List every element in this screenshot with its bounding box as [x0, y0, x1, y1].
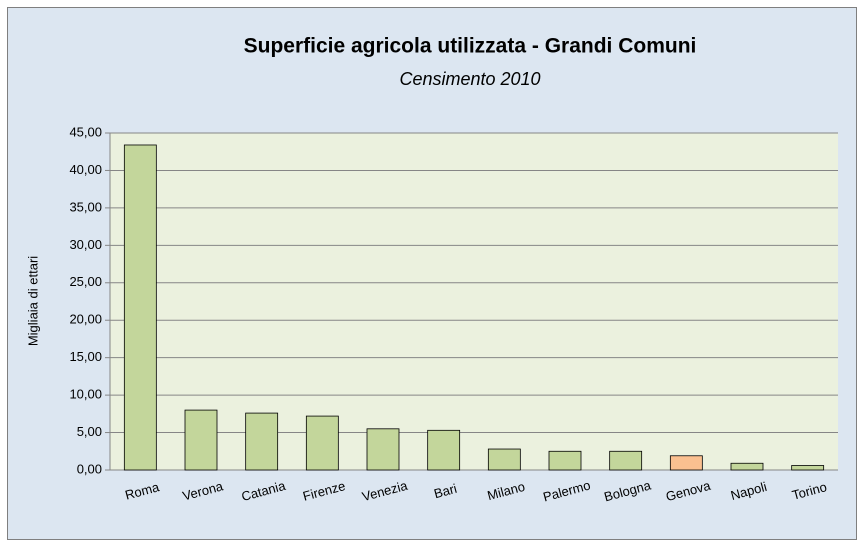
- y-tick-label: 35,00: [69, 199, 102, 214]
- bar: [548, 450, 582, 471]
- y-tick-label: 5,00: [77, 424, 102, 439]
- chart-title: Superficie agricola utilizzata - Grandi …: [244, 35, 697, 58]
- y-tick-label: 25,00: [69, 274, 102, 289]
- y-axis-label: Migliaia di ettari: [25, 256, 40, 346]
- bar: [366, 428, 400, 471]
- bar: [305, 415, 339, 471]
- bar: [427, 429, 461, 471]
- x-tick-label: Bari: [432, 481, 458, 502]
- bar: [245, 412, 279, 471]
- y-tick-label: 30,00: [69, 237, 102, 252]
- y-tick-label: 10,00: [69, 387, 102, 402]
- y-tick-label: 15,00: [69, 349, 102, 364]
- y-tick-label: 40,00: [69, 162, 102, 177]
- bar: [730, 462, 764, 471]
- bar: [669, 455, 703, 471]
- bar: [123, 144, 157, 471]
- bar: [791, 465, 825, 471]
- y-tick-label: 0,00: [77, 461, 102, 476]
- plot-area: [110, 133, 838, 470]
- bar: [487, 448, 521, 471]
- bar: [184, 409, 218, 471]
- y-tick-label: 20,00: [69, 312, 102, 327]
- bar: [609, 450, 643, 471]
- y-tick-label: 45,00: [69, 124, 102, 139]
- chart-subtitle: Censimento 2010: [399, 69, 540, 89]
